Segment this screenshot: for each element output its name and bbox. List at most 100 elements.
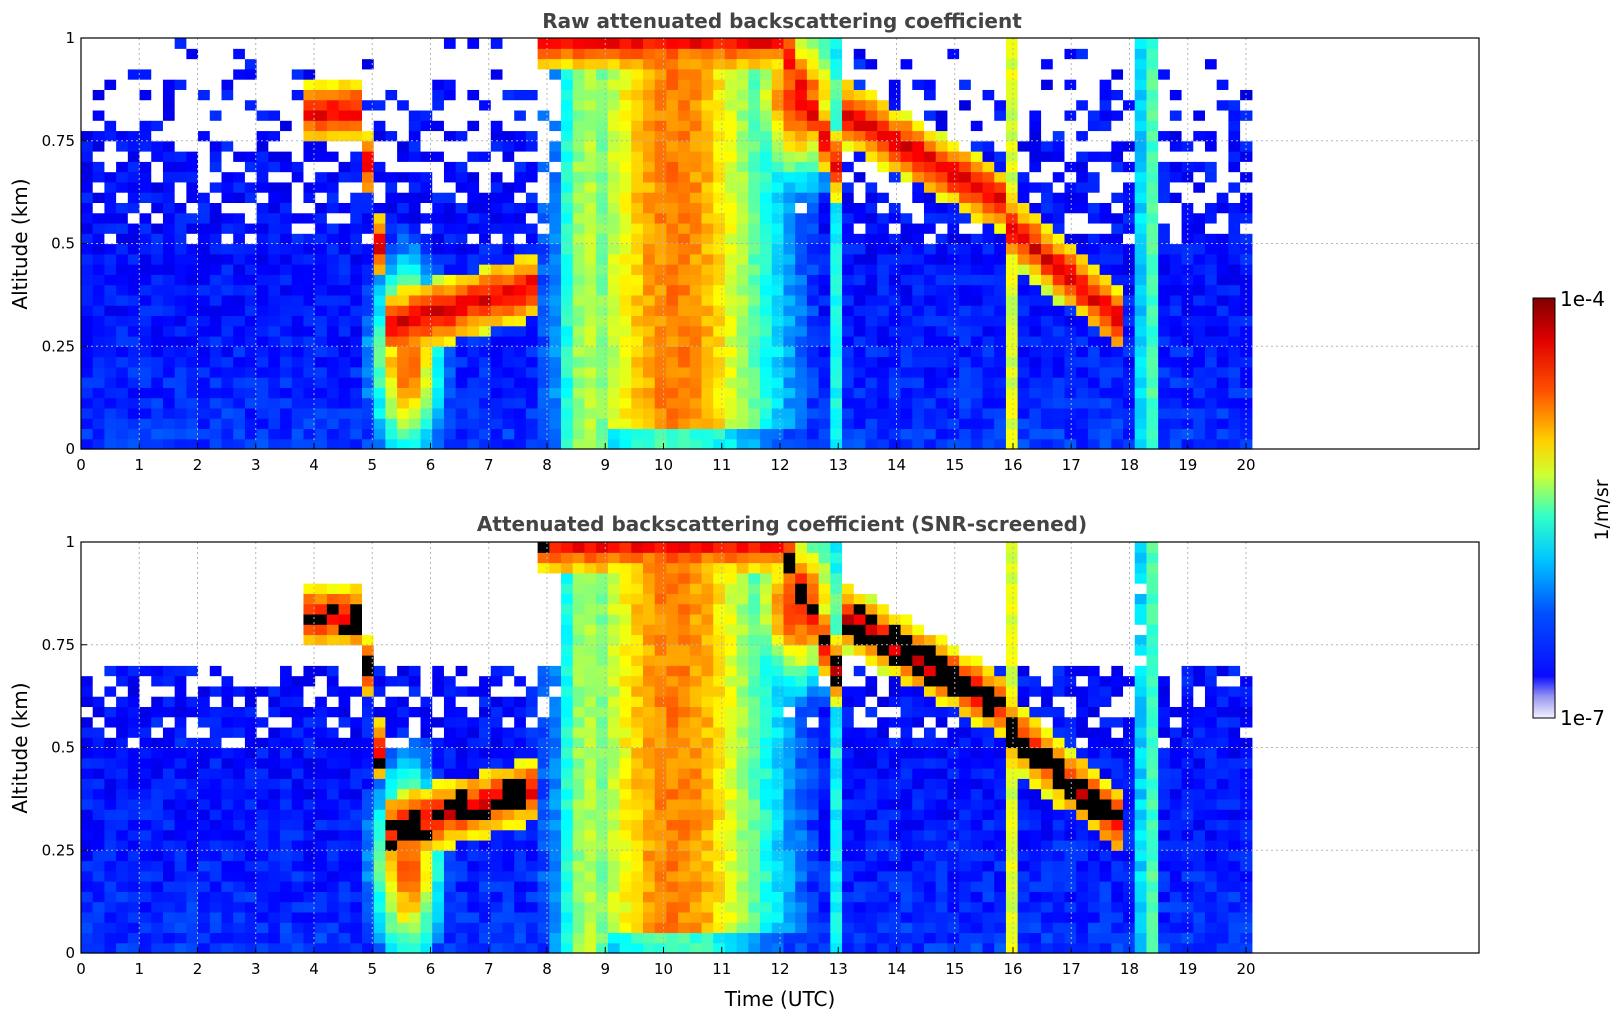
heatmap-cell <box>127 428 141 440</box>
heatmap-cell <box>198 171 211 183</box>
heatmap-cell <box>1052 140 1066 152</box>
heatmap-cell <box>397 387 410 399</box>
heatmap-cell <box>654 397 668 409</box>
heatmap-cell <box>724 58 738 70</box>
heatmap-cell <box>643 274 656 286</box>
heatmap-cell <box>654 407 668 419</box>
heatmap-cell <box>982 48 995 60</box>
heatmap-cell <box>713 79 726 90</box>
heatmap-cell <box>795 346 808 358</box>
heatmap-cell <box>572 366 586 378</box>
heatmap-cell <box>1029 120 1042 132</box>
heatmap-cell <box>256 99 269 111</box>
heatmap-cell <box>689 120 703 132</box>
heatmap-cell <box>771 366 785 378</box>
heatmap-cell <box>127 233 141 245</box>
heatmap-cell <box>198 305 211 317</box>
heatmap-cell <box>244 768 258 779</box>
heatmap-cell <box>490 335 504 347</box>
heatmap-cell <box>268 850 281 862</box>
heatmap-cell <box>151 706 164 718</box>
heatmap-cell <box>186 655 199 666</box>
heatmap-cell <box>1111 315 1124 327</box>
heatmap-cell <box>1017 68 1030 80</box>
heatmap-cell <box>127 542 141 553</box>
heatmap-cell <box>853 438 867 450</box>
heatmap-cell <box>303 901 316 913</box>
heatmap-cell <box>209 655 223 666</box>
heatmap-cell <box>912 418 925 430</box>
heatmap-cell <box>1204 284 1218 296</box>
heatmap-cell <box>221 192 234 203</box>
heatmap-cell <box>303 335 316 347</box>
heatmap-cell <box>127 778 141 790</box>
heatmap-cell <box>408 387 422 399</box>
heatmap-cell <box>81 809 94 821</box>
heatmap-cell <box>1158 346 1171 358</box>
heatmap-cell <box>806 79 820 90</box>
heatmap-cell <box>162 583 176 594</box>
heatmap-cell <box>959 120 972 132</box>
heatmap-cell <box>467 397 480 409</box>
heatmap-cell <box>186 325 199 337</box>
heatmap-cell <box>771 120 785 132</box>
heatmap-cell <box>923 171 937 183</box>
heatmap-cell <box>221 757 234 769</box>
heatmap-cell <box>326 202 340 214</box>
heatmap-cell <box>888 161 902 173</box>
heatmap-cell <box>338 366 351 378</box>
heatmap-cell <box>689 428 703 440</box>
heatmap-cell <box>1216 120 1230 132</box>
heatmap-cell <box>736 120 749 132</box>
heatmap-cell <box>81 901 94 913</box>
heatmap-cell <box>104 860 117 872</box>
heatmap-cell <box>268 737 281 749</box>
heatmap-cell <box>713 294 726 306</box>
heatmap-cell <box>970 397 984 409</box>
heatmap-cell <box>572 222 586 234</box>
heatmap-cell <box>865 68 878 80</box>
heatmap-cell <box>233 79 246 90</box>
heatmap-cell <box>748 438 761 450</box>
heatmap-cell <box>1169 171 1183 183</box>
heatmap-cell <box>994 325 1007 337</box>
heatmap-cell <box>923 397 937 409</box>
heatmap-cell <box>923 243 937 255</box>
heatmap-cell <box>408 120 422 132</box>
heatmap-cell <box>923 294 937 306</box>
heatmap-cell <box>209 377 223 388</box>
heatmap-cell <box>104 624 117 636</box>
heatmap-cell <box>162 68 176 80</box>
heatmap-cell <box>713 315 726 327</box>
heatmap-cell <box>701 212 714 224</box>
heatmap-cell <box>1017 79 1030 90</box>
heatmap-cell <box>209 644 223 656</box>
heatmap-cell <box>432 305 445 317</box>
heatmap-cell <box>666 109 679 121</box>
heatmap-cell <box>572 120 586 132</box>
heatmap-cell <box>1076 181 1089 193</box>
heatmap-cell <box>104 48 117 60</box>
heatmap-cell <box>280 212 293 224</box>
heatmap-cell <box>1146 253 1159 265</box>
heatmap-cell <box>1099 161 1112 173</box>
heatmap-cell <box>853 48 867 60</box>
heatmap-cell <box>842 109 855 121</box>
heatmap-cell <box>1146 284 1159 296</box>
heatmap-cell <box>467 89 480 101</box>
heatmap-cell <box>865 222 878 234</box>
heatmap-cell <box>397 79 410 90</box>
heatmap-cell <box>607 377 621 388</box>
heatmap-cell <box>1052 418 1066 430</box>
heatmap-cell <box>514 407 527 419</box>
heatmap-cell <box>689 140 703 152</box>
heatmap-cell <box>1076 438 1089 450</box>
heatmap-cell <box>291 870 305 882</box>
heatmap-cell <box>1099 233 1112 245</box>
heatmap-cell <box>104 891 117 903</box>
heatmap-cell <box>701 253 714 265</box>
heatmap-cell <box>291 737 305 749</box>
heatmap-cell <box>877 264 890 275</box>
heatmap-cell <box>385 377 398 388</box>
heatmap-cell <box>256 315 269 327</box>
